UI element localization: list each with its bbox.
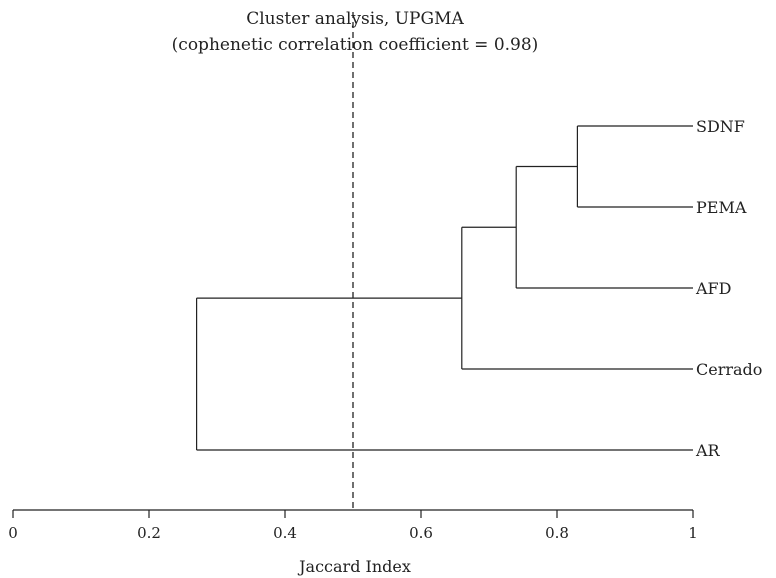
x-axis-label: Jaccard Index: [297, 557, 411, 576]
leaf-label: SDNF: [696, 117, 745, 136]
x-axis-tick-label: 0: [8, 524, 18, 542]
dendrogram-branches: [196, 125, 693, 451]
leaf-label: Cerrado: [696, 360, 762, 379]
leaf-label: AR: [695, 441, 721, 460]
leaf-labels: SDNF PEMA AFD Cerrado AR: [695, 117, 762, 460]
x-axis-tick-label: 0.8: [545, 524, 569, 542]
x-axis-tick-label: 0.2: [137, 524, 161, 542]
x-axis-tick-label: 0.6: [409, 524, 433, 542]
leaf-label: AFD: [695, 279, 731, 298]
leaf-label: PEMA: [696, 198, 747, 217]
title-line-2: (cophenetic correlation coefficient = 0.…: [172, 35, 539, 55]
x-axis-tick-label: 0.4: [273, 524, 297, 542]
x-axis-tick-label: 1: [688, 524, 698, 542]
title-line-1: Cluster analysis, UPGMA: [246, 9, 464, 29]
x-axis: 0 0.2 0.4 0.6 0.8 1: [8, 509, 698, 542]
